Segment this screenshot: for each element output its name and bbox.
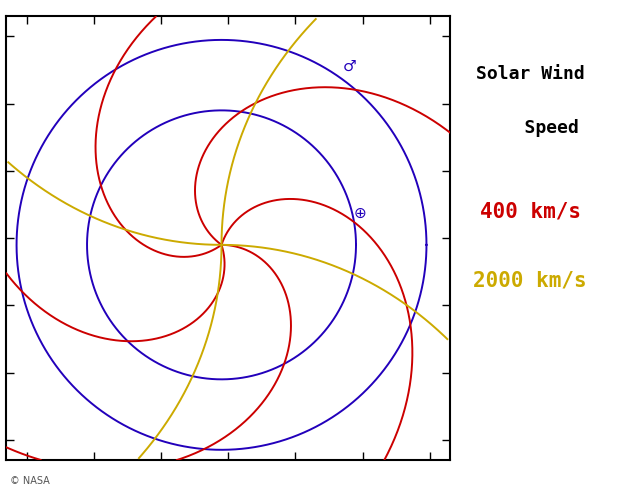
Text: ⊕: ⊕ bbox=[353, 206, 366, 221]
Text: 400 km/s: 400 km/s bbox=[479, 202, 581, 221]
Text: 2000 km/s: 2000 km/s bbox=[473, 270, 587, 290]
Text: Speed: Speed bbox=[481, 119, 579, 137]
Text: © NASA: © NASA bbox=[10, 476, 49, 486]
Text: ♂: ♂ bbox=[343, 59, 357, 74]
Text: Solar Wind: Solar Wind bbox=[476, 65, 585, 82]
